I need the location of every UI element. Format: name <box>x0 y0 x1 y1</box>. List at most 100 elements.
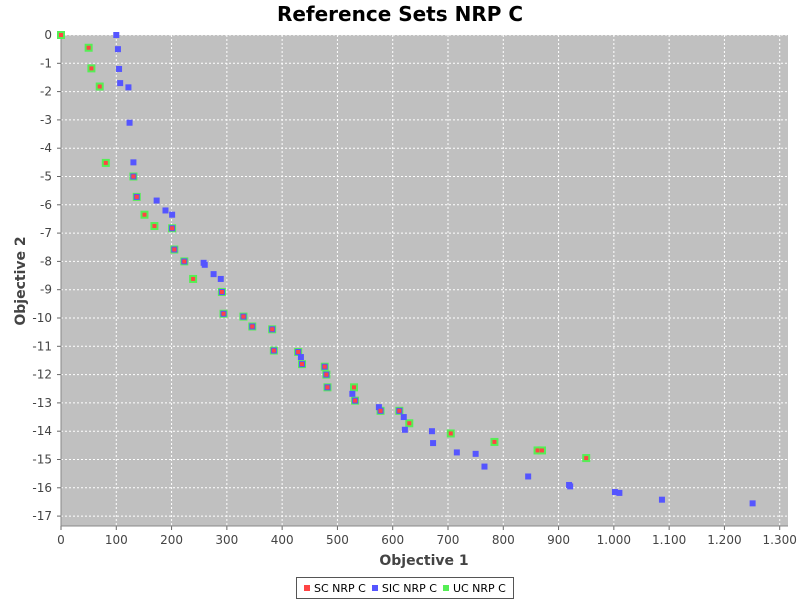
point-sc-nrp-c <box>271 348 276 353</box>
point-sic-nrp-c <box>153 197 160 204</box>
x-tick-label: 0 <box>57 533 65 547</box>
y-axis-label: Objective 2 <box>13 236 29 325</box>
point-sic-nrp-c <box>430 440 437 447</box>
grid-lines <box>60 34 788 526</box>
y-tick-label: -11 <box>32 339 52 353</box>
point-sic-nrp-c <box>210 271 217 278</box>
legend-swatch-sc <box>304 585 310 591</box>
point-sc-nrp-c <box>407 421 412 426</box>
y-tick-label: -7 <box>40 226 52 240</box>
x-tick-label: 200 <box>160 533 183 547</box>
point-sc-nrp-c <box>353 398 358 403</box>
y-tick-label: -9 <box>40 283 52 297</box>
point-sc-nrp-c <box>492 439 497 444</box>
point-sc-nrp-c <box>535 448 540 453</box>
point-sic-nrp-c <box>114 46 121 53</box>
x-tick-label: 1.300 <box>763 533 797 547</box>
point-sic-nrp-c <box>297 354 304 361</box>
point-sc-nrp-c <box>172 247 177 252</box>
point-sc-nrp-c <box>324 372 329 377</box>
point-sc-nrp-c <box>142 212 147 217</box>
point-sic-nrp-c <box>400 414 407 421</box>
point-sic-nrp-c <box>428 428 435 435</box>
legend-swatch-sic <box>371 585 378 591</box>
legend-label-uc: UC NRP C <box>452 581 506 595</box>
point-sc-nrp-c <box>59 33 63 37</box>
point-sc-nrp-c <box>152 224 157 229</box>
point-sic-nrp-c <box>162 207 169 214</box>
point-sic-nrp-c <box>217 275 224 282</box>
y-tick-label: -14 <box>32 424 52 438</box>
point-sic-nrp-c <box>201 261 208 268</box>
point-sic-nrp-c <box>658 496 665 503</box>
x-tick-label: 1.100 <box>652 533 686 547</box>
x-tick-label: 100 <box>105 533 128 547</box>
x-tick-label: 1.200 <box>707 533 741 547</box>
y-tick-label: 0 <box>44 28 52 42</box>
y-tick-label: -5 <box>40 169 52 183</box>
x-tick-label: 1.000 <box>597 533 631 547</box>
y-tick-label: -8 <box>40 254 52 268</box>
legend-item-uc: UC NRP C <box>442 581 506 595</box>
x-axis-label: Objective 1 <box>379 553 468 569</box>
legend-swatch-uc <box>442 585 449 591</box>
point-sc-nrp-c <box>182 259 187 264</box>
data-points <box>57 31 756 507</box>
point-sc-nrp-c <box>250 324 255 329</box>
point-sic-nrp-c <box>401 426 408 433</box>
legend-label-sic: SIC NRP C <box>381 581 437 595</box>
y-tick-label: -15 <box>32 452 52 466</box>
point-sic-nrp-c <box>616 489 623 496</box>
chart-title: Reference Sets NRP C <box>276 2 524 26</box>
x-tick-label: 700 <box>437 533 460 547</box>
point-sic-nrp-c <box>113 32 120 38</box>
point-sc-nrp-c <box>241 314 246 319</box>
point-sic-nrp-c <box>567 483 574 490</box>
point-sc-nrp-c <box>86 45 91 50</box>
legend-item-sc: SC NRP C <box>304 582 366 595</box>
x-tick-label: 500 <box>326 533 349 547</box>
point-sic-nrp-c <box>125 84 132 91</box>
legend-item-sic: SIC NRP C <box>371 581 437 595</box>
x-tick-label: 800 <box>492 533 515 547</box>
legend: SC NRP C SIC NRP C UC NRP C <box>296 577 514 599</box>
point-sic-nrp-c <box>130 159 137 166</box>
y-tick-label: -2 <box>40 85 52 99</box>
y-tick-label: -3 <box>40 113 52 127</box>
point-sc-nrp-c <box>539 448 544 453</box>
point-sc-nrp-c <box>221 311 226 316</box>
point-sc-nrp-c <box>103 160 108 165</box>
point-sic-nrp-c <box>169 211 176 218</box>
y-tick-label: -12 <box>32 368 52 382</box>
point-sc-nrp-c <box>448 431 453 436</box>
y-tick-label: -4 <box>40 141 52 155</box>
point-sc-nrp-c <box>378 408 383 413</box>
y-tick-label: -16 <box>32 481 52 495</box>
point-sic-nrp-c <box>375 404 382 411</box>
y-tick-label: -13 <box>32 396 52 410</box>
point-sc-nrp-c <box>584 456 589 461</box>
point-sic-nrp-c <box>126 119 133 126</box>
point-sc-nrp-c <box>131 174 136 179</box>
point-sc-nrp-c <box>322 364 327 369</box>
point-sc-nrp-c <box>191 276 196 281</box>
point-sc-nrp-c <box>352 385 357 390</box>
y-tick-label: -1 <box>40 56 52 70</box>
point-sc-nrp-c <box>325 385 330 390</box>
point-sic-nrp-c <box>116 65 123 72</box>
y-tick-label: -6 <box>40 198 52 212</box>
point-sc-nrp-c <box>300 362 305 367</box>
point-sic-nrp-c <box>611 489 618 496</box>
point-sc-nrp-c <box>134 194 139 199</box>
x-tick-label: 400 <box>271 533 294 547</box>
plot-area <box>61 35 788 526</box>
point-sc-nrp-c <box>89 66 94 71</box>
axes: 0 100 200 300 400 500 600 700 800 900 1.000 1.100 1.… <box>32 28 796 547</box>
point-sic-nrp-c <box>349 390 356 397</box>
y-tick-label: -17 <box>32 509 52 523</box>
point-sic-nrp-c <box>525 473 532 480</box>
point-sc-nrp-c <box>397 408 402 413</box>
point-sic-nrp-c <box>749 500 756 507</box>
point-sc-nrp-c <box>170 226 175 231</box>
